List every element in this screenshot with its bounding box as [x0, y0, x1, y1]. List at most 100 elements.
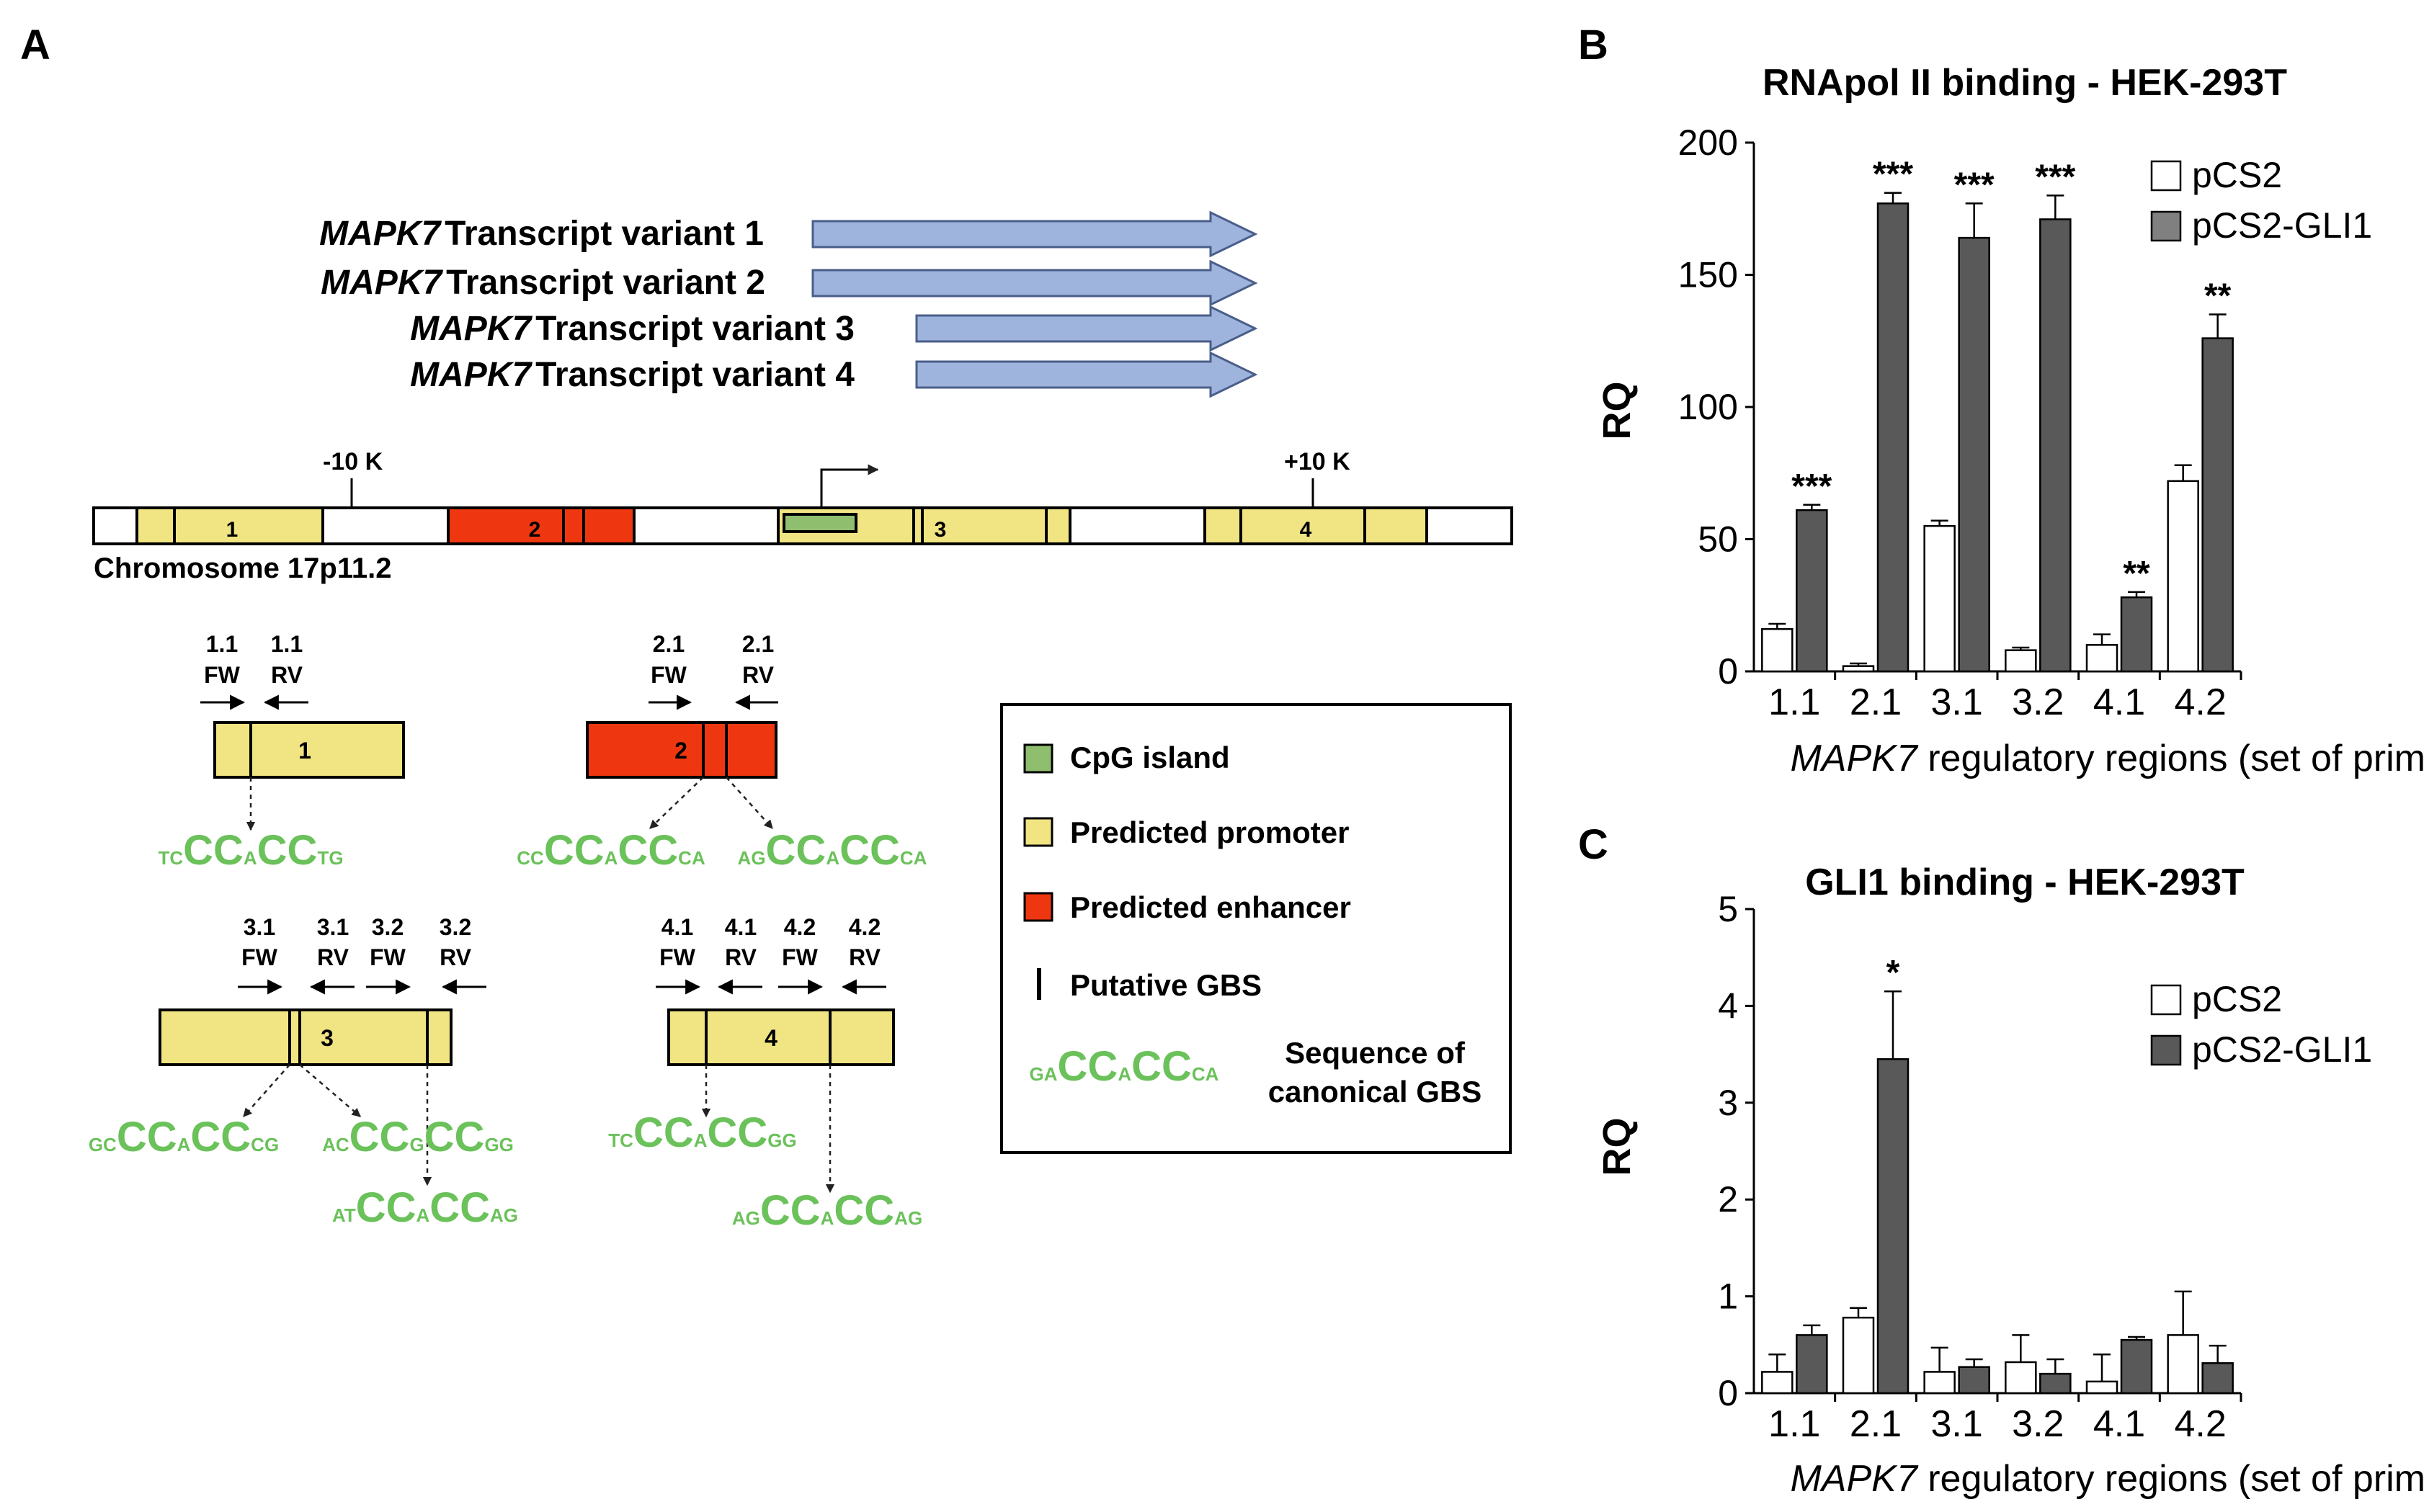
chart-c-bar-gli1	[1958, 1366, 1990, 1395]
chart-b-xtick-label: 4.2	[2175, 681, 2227, 723]
chart-b-xtick-label: 2.1	[1850, 681, 1902, 723]
gbs-seq-4a: TCCCACCGG	[608, 1109, 796, 1156]
panel-a-legend: CpG island Predicted promoter Predicted …	[1000, 703, 1512, 1154]
chart-c-ylabel: RQ	[1595, 1118, 1639, 1176]
svg-text:FW: FW	[241, 944, 278, 970]
chart-c-ytick-label: 3	[1718, 1083, 1738, 1123]
svg-text:2.1: 2.1	[653, 631, 685, 657]
transcript-3: MAPK7 Transcript variant 3	[410, 305, 1258, 352]
chart-b-bar-pcs2	[1842, 665, 1875, 673]
svg-text:RV: RV	[742, 662, 775, 688]
chart-c-xtick-label: 4.1	[2093, 1403, 2145, 1445]
chart-b-xtick-label: 4.1	[2093, 681, 2145, 723]
chart-c-bar-gli1	[2039, 1372, 2072, 1395]
chart-b-title: RNApol II binding - HEK-293T	[1763, 62, 2287, 104]
chart-b-bar-pcs2	[2005, 649, 2037, 673]
svg-text:4.2: 4.2	[784, 914, 816, 940]
chart-b-bar-pcs2	[2085, 644, 2118, 673]
gbs-seq-2b: AGCCACCCA	[738, 827, 927, 874]
chart-c-xtick-label: 4.2	[2175, 1403, 2227, 1445]
svg-text:FW: FW	[370, 944, 406, 970]
transcript-3-label: MAPK7 Transcript variant 3	[410, 310, 855, 348]
svg-text:2.1: 2.1	[742, 631, 774, 657]
transcript-1: MAPK7 Transcript variant 1	[319, 210, 1258, 258]
gbs-seq-1: TCCCACCTG	[158, 827, 343, 874]
chart-c-ytick-label: 2	[1718, 1179, 1738, 1220]
transcript-3-arrow	[915, 305, 1258, 352]
gbs-seq-2a: CCCCACCCA	[517, 827, 705, 874]
chart-c-xtick-label: 3.2	[2012, 1403, 2064, 1445]
chart-c-ytick-label: 0	[1718, 1373, 1738, 1413]
panel-label-a: A	[20, 22, 50, 68]
transcript-3-text: Transcript variant 3	[535, 310, 855, 348]
transcript-1-text: Transcript variant 1	[445, 215, 764, 253]
chart-c-ytick-label: 1	[1718, 1276, 1738, 1317]
gbs-seq-3a: GCCCACCCG	[89, 1114, 279, 1160]
panel-label-c: C	[1578, 821, 1608, 868]
region-3-detail: 3.1 FW 3.1 RV 3.2 FW 3.2 RV 3 GCCCACCCG …	[89, 914, 518, 1231]
marker-minus-10k: -10 K	[323, 448, 383, 475]
panel-b-chart: B RNApol II binding - HEK-293T RQ MAPK7 …	[1578, 22, 2424, 779]
transcript-2-gene: MAPK7	[321, 264, 443, 302]
transcript-2-text: Transcript variant 2	[446, 264, 765, 302]
cpg-island-block	[783, 513, 857, 533]
region-4-number: 4	[1300, 518, 1312, 542]
svg-text:3.1: 3.1	[317, 914, 349, 940]
chart-b-ytick-label: 100	[1678, 387, 1738, 427]
transcript-2: MAPK7 Transcript variant 2	[321, 259, 1258, 307]
chart-c-title: GLI1 binding - HEK-293T	[1805, 862, 2245, 903]
legend-cpg-swatch	[1023, 743, 1053, 774]
marker-plus-10k: +10 K	[1284, 448, 1350, 475]
chart-c-bar-gli1	[1876, 1058, 1910, 1395]
legend-b-pcs2-swatch	[2150, 160, 2182, 192]
chart-c-bar-pcs2	[2167, 1334, 2199, 1395]
legend-b-gli1-label: pCS2-GLI1	[2192, 205, 2372, 246]
tss-arrow	[820, 464, 879, 508]
svg-text:FW: FW	[204, 662, 241, 688]
transcript-3-gene: MAPK7	[410, 310, 533, 348]
chart-b-ytick-label: 0	[1718, 651, 1738, 692]
chart-b-significance: **	[2204, 277, 2232, 316]
transcript-4-label: MAPK7 Transcript variant 4	[410, 356, 855, 394]
chart-c-xtick-label: 3.1	[1931, 1403, 1983, 1445]
chart-b-bar-gli1	[2039, 218, 2072, 673]
svg-text:FW: FW	[782, 944, 819, 970]
svg-text:RV: RV	[725, 944, 757, 970]
chart-c-xlabel: MAPK7 regulatory regions (set of primers…	[1790, 1458, 2424, 1500]
region-2-block	[447, 506, 636, 545]
svg-text:RV: RV	[849, 944, 881, 970]
chart-c-bar-pcs2	[1761, 1371, 1794, 1395]
chart-c-legend: pCS2 pCS2-GLI1	[2150, 979, 2372, 1070]
gbs-seq-3c: ATCCACCAG	[332, 1184, 518, 1231]
legend-promoter-label: Predicted promoter	[1070, 815, 1349, 849]
legend-canonical-seq: GACCACCCA	[1030, 1043, 1219, 1090]
svg-text:1: 1	[298, 738, 311, 764]
svg-text:FW: FW	[659, 944, 696, 970]
transcript-4-text: Transcript variant 4	[535, 356, 855, 394]
region-2-detail: 2.1 FW 2.1 RV 2 CCCCACCCA AGCCACCCA	[517, 631, 927, 874]
transcript-4-arrow	[915, 351, 1258, 398]
chart-b-plot: 0 50 100 150 200 1.1 *** 2.1 *** 3.1 *** 3.2 *** 4.1 *…	[1678, 122, 2242, 723]
chart-b-bar-gli1	[1876, 202, 1910, 673]
svg-text:1.1: 1.1	[206, 631, 238, 657]
svg-text:2: 2	[674, 738, 687, 764]
chart-b-bar-pcs2	[1923, 524, 1956, 673]
panel-c-chart: C GLI1 binding - HEK-293T RQ MAPK7 regul…	[1578, 821, 2424, 1500]
chart-b-bar-gli1	[1796, 509, 1828, 673]
svg-text:4.1: 4.1	[725, 914, 757, 940]
chart-b-significance: ***	[2035, 158, 2075, 196]
legend-canonical-label-1: Sequence of	[1285, 1036, 1466, 1070]
legend-cpg-label: CpG island	[1070, 741, 1230, 774]
transcript-4-gene: MAPK7	[410, 356, 533, 394]
region-4-box	[667, 1008, 895, 1066]
legend-b-gli1-swatch	[2150, 210, 2182, 242]
chart-c-xtick-label: 2.1	[1850, 1403, 1902, 1445]
chart-c-ytick-label: 5	[1718, 889, 1738, 929]
svg-text:RV: RV	[271, 662, 303, 688]
chart-b-significance: ***	[1954, 166, 1995, 204]
region-2-number: 2	[529, 518, 541, 542]
chart-b-ytick-label: 50	[1698, 519, 1738, 560]
chart-b-ytick-label: 150	[1678, 255, 1738, 295]
chart-c-bar-gli1	[1796, 1334, 1828, 1395]
chart-b-significance: ***	[1873, 156, 1913, 194]
